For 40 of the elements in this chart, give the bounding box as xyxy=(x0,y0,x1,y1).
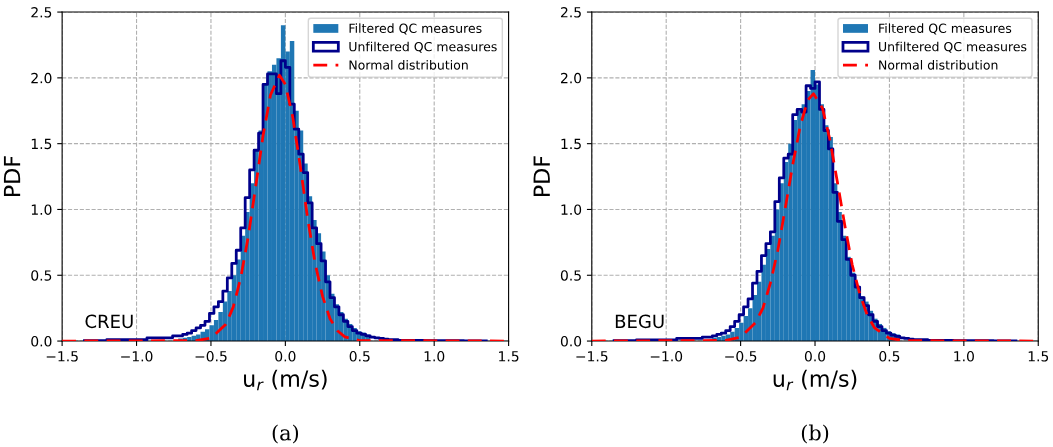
y-tick-label: 1.0 xyxy=(561,204,582,215)
y-tick-label: 0.0 xyxy=(31,336,52,347)
y-tick-label: 1.0 xyxy=(31,204,52,215)
x-tick-label: 0.5 xyxy=(879,351,900,362)
legend-label: Unfiltered QC measures xyxy=(349,41,497,53)
y-tick-label: 0.5 xyxy=(31,270,52,281)
y-tick-label: 2.5 xyxy=(560,7,581,18)
y-axis-title: PDF xyxy=(533,156,550,197)
x-tick-label: 1.5 xyxy=(499,351,519,362)
y-tick-label: 2.0 xyxy=(31,72,52,84)
text: (a) xyxy=(272,424,299,444)
legend-label: Normal distribution xyxy=(879,60,998,70)
annotation: BEGU xyxy=(615,314,664,329)
y-tick-label: 1.5 xyxy=(561,138,581,150)
x-tick-label: 0.5 xyxy=(349,351,370,362)
y-tick-label: 2.5 xyxy=(31,7,52,18)
text: (b) xyxy=(801,424,829,444)
x-tick-label: −1.0 xyxy=(650,351,683,362)
legend-label: Unfiltered QC measures xyxy=(879,41,1027,53)
x-tick-label: 0.0 xyxy=(275,351,296,362)
y-tick-label: 0.0 xyxy=(560,336,582,347)
x-tick-label: −1.5 xyxy=(46,351,78,362)
annotation: CREU xyxy=(85,314,133,329)
x-tick-label: −0.5 xyxy=(725,351,757,362)
x-tick-label: −1.0 xyxy=(121,351,153,362)
y-axis-title: PDF xyxy=(3,156,21,197)
y-tick-label: 2.0 xyxy=(560,72,582,84)
legend-label: Filtered QC measures xyxy=(349,23,482,35)
x-tick-label: 1.5 xyxy=(1028,351,1049,362)
x-tick-label: 1.0 xyxy=(424,351,445,362)
y-tick-label: 1.5 xyxy=(31,138,52,150)
x-tick-label: −1.5 xyxy=(576,351,608,362)
x-axis-title: u$_{r}$ (m/s) xyxy=(244,369,327,391)
y-tick-label: 0.5 xyxy=(560,270,581,281)
x-tick-label: −0.5 xyxy=(195,351,227,362)
legend-label: Normal distribution xyxy=(349,60,468,70)
x-axis-title: u$_{r}$ (m/s) xyxy=(773,369,857,391)
legend-label: Filtered QC measures xyxy=(879,23,1012,35)
x-tick-label: 1.0 xyxy=(954,351,974,362)
x-tick-label: 0.0 xyxy=(804,351,826,362)
